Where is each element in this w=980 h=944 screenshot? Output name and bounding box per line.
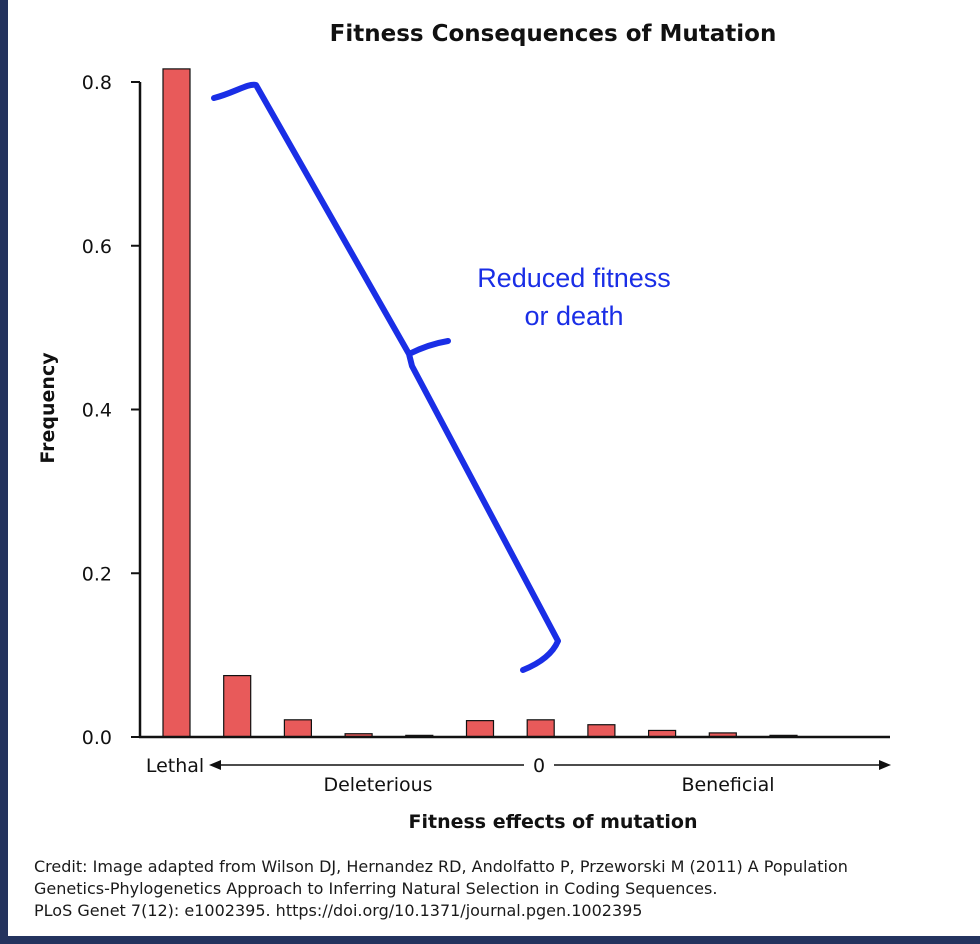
zero-label: 0: [533, 755, 545, 777]
y-axis-label: Frequency: [37, 352, 59, 464]
bar: [526, 719, 555, 738]
y-tick-label: 0.8: [82, 72, 112, 94]
y-axis-ticks: 0.0 0.2 0.4 0.6 0.8: [82, 72, 140, 749]
beneficial-label: Beneficial: [681, 774, 774, 796]
arrow-left-head: [209, 760, 221, 770]
annotation-brace: [211, 81, 561, 673]
arrow-right-head: [879, 760, 891, 770]
annotation-text-line2: or death: [524, 301, 623, 331]
y-tick-label: 0.2: [82, 563, 112, 585]
bar: [223, 674, 252, 738]
credit-line-2: Genetics-Phylogenetics Approach to Infer…: [34, 879, 718, 898]
bar: [283, 719, 312, 738]
bars: [162, 68, 798, 738]
lethal-label: Lethal: [146, 755, 204, 777]
x-axis-label: Fitness effects of mutation: [409, 811, 698, 833]
y-tick-label: 0.4: [82, 400, 112, 422]
bar: [162, 68, 191, 738]
bar: [587, 724, 616, 738]
bar: [465, 720, 495, 738]
credit-line-3: PLoS Genet 7(12): e1002395. https://doi.…: [34, 901, 643, 920]
y-tick-label: 0.6: [82, 236, 112, 258]
credit-line-1: Credit: Image adapted from Wilson DJ, He…: [34, 857, 848, 876]
annotation-text-line1: Reduced fitness: [477, 263, 671, 293]
deleterious-label: Deleterious: [323, 774, 432, 796]
y-tick-label: 0.0: [82, 727, 112, 749]
credit-text: Credit: Image adapted from Wilson DJ, He…: [34, 856, 980, 922]
chart-title: Fitness Consequences of Mutation: [330, 21, 777, 47]
fitness-chart: Fitness Consequences of Mutation Frequen…: [37, 21, 891, 833]
